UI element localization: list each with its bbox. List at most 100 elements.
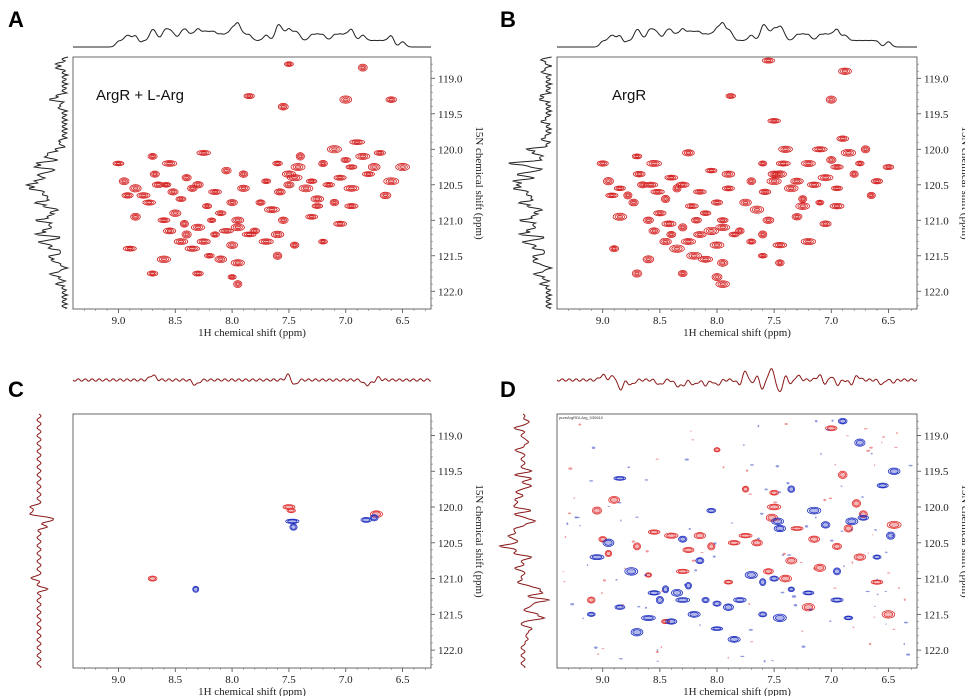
noise-specks (562, 419, 913, 663)
noise-speck (655, 651, 659, 654)
peak-contour (292, 164, 304, 170)
peak-contour (749, 205, 765, 214)
peak-contour (764, 569, 773, 574)
peak-contour (843, 524, 854, 533)
noise-speck (574, 516, 578, 519)
peak-contour (324, 182, 334, 187)
peak-contour (782, 147, 789, 151)
peak-contour (170, 190, 176, 194)
noise-speck (852, 626, 855, 629)
noise-speck (748, 628, 753, 631)
peak-contour (159, 218, 169, 223)
peak-contour (260, 239, 272, 244)
peak (682, 546, 695, 553)
peak-contour (679, 270, 687, 277)
peak-contour (335, 175, 345, 180)
peak-contour (655, 210, 665, 216)
peak-contour (790, 526, 804, 531)
y-tick-label: 121.0 (924, 215, 949, 227)
noise-speck (773, 501, 778, 504)
noise-speck (713, 542, 717, 545)
peak (310, 195, 325, 203)
peak (163, 227, 177, 235)
peak-contour (241, 172, 246, 176)
y-tick-label: 119.5 (924, 109, 949, 121)
peak (680, 238, 696, 245)
peak (715, 280, 730, 288)
peak-contour (186, 246, 198, 251)
peak-contour (827, 96, 836, 103)
peak-contour (723, 186, 734, 191)
peak-contour (688, 204, 695, 208)
peak (845, 517, 859, 526)
peak (693, 532, 706, 540)
peak-contour (612, 212, 627, 221)
peak-contour (656, 211, 663, 215)
peak-contour (708, 169, 714, 172)
peak (758, 611, 768, 618)
peak-contour (112, 160, 125, 167)
peak (609, 245, 620, 253)
peak (339, 95, 353, 104)
peak-contour (725, 172, 732, 176)
peak-contour (857, 162, 862, 165)
peak (767, 503, 782, 511)
noise-speck (843, 565, 845, 568)
peak-contour (679, 536, 687, 542)
peak-contour (283, 181, 295, 189)
noise-speck (689, 430, 692, 432)
peak (613, 476, 627, 481)
peak (801, 159, 816, 167)
peak-contour (666, 231, 677, 238)
peak-contour (712, 200, 722, 205)
peak-contour (774, 242, 786, 248)
peak-contour (678, 535, 688, 543)
peak-contour (800, 238, 817, 246)
peak-contour (306, 178, 318, 184)
peak (587, 596, 596, 604)
peak-contour (672, 590, 682, 596)
peak-contour (607, 193, 617, 198)
peak-contour (290, 524, 297, 530)
peak (187, 184, 198, 192)
peak-contour (746, 572, 756, 578)
peak-contour (768, 178, 780, 185)
peak-contour (714, 201, 720, 205)
peak-contour (175, 239, 187, 245)
peak-contour (710, 626, 724, 631)
x-tick-label: 7.0 (339, 315, 353, 327)
peak-contour (266, 207, 278, 213)
peak-contour (614, 604, 626, 610)
peak-contour (591, 506, 603, 515)
peak-contour (148, 271, 157, 276)
noise-speck (814, 516, 817, 519)
peak (826, 156, 837, 164)
peak-contour (753, 207, 761, 212)
peak-contour (373, 149, 386, 156)
noise-speck (906, 653, 911, 656)
noise-speck (570, 603, 575, 606)
peak-contour (803, 160, 814, 167)
peak (284, 61, 294, 67)
peak-contour (872, 178, 882, 184)
noise-speck (881, 436, 885, 438)
y-tick-label: 120.5 (438, 538, 463, 550)
peak-contour (693, 532, 706, 540)
peak-contour (661, 238, 670, 245)
peak (241, 231, 257, 238)
peak (660, 194, 671, 204)
peak (699, 210, 712, 216)
peak-contour (285, 62, 293, 67)
peak-contour (814, 147, 826, 152)
peak-contour (671, 245, 683, 252)
peak-contour (652, 189, 663, 194)
peak-contour (207, 217, 217, 224)
peak-contour (277, 190, 283, 194)
peak (602, 538, 615, 547)
x-tick-label: 6.5 (882, 674, 896, 686)
noise-speck (894, 446, 898, 448)
y-tick-label: 122.0 (924, 286, 949, 298)
peak (733, 597, 747, 603)
peak-contour (235, 218, 241, 222)
